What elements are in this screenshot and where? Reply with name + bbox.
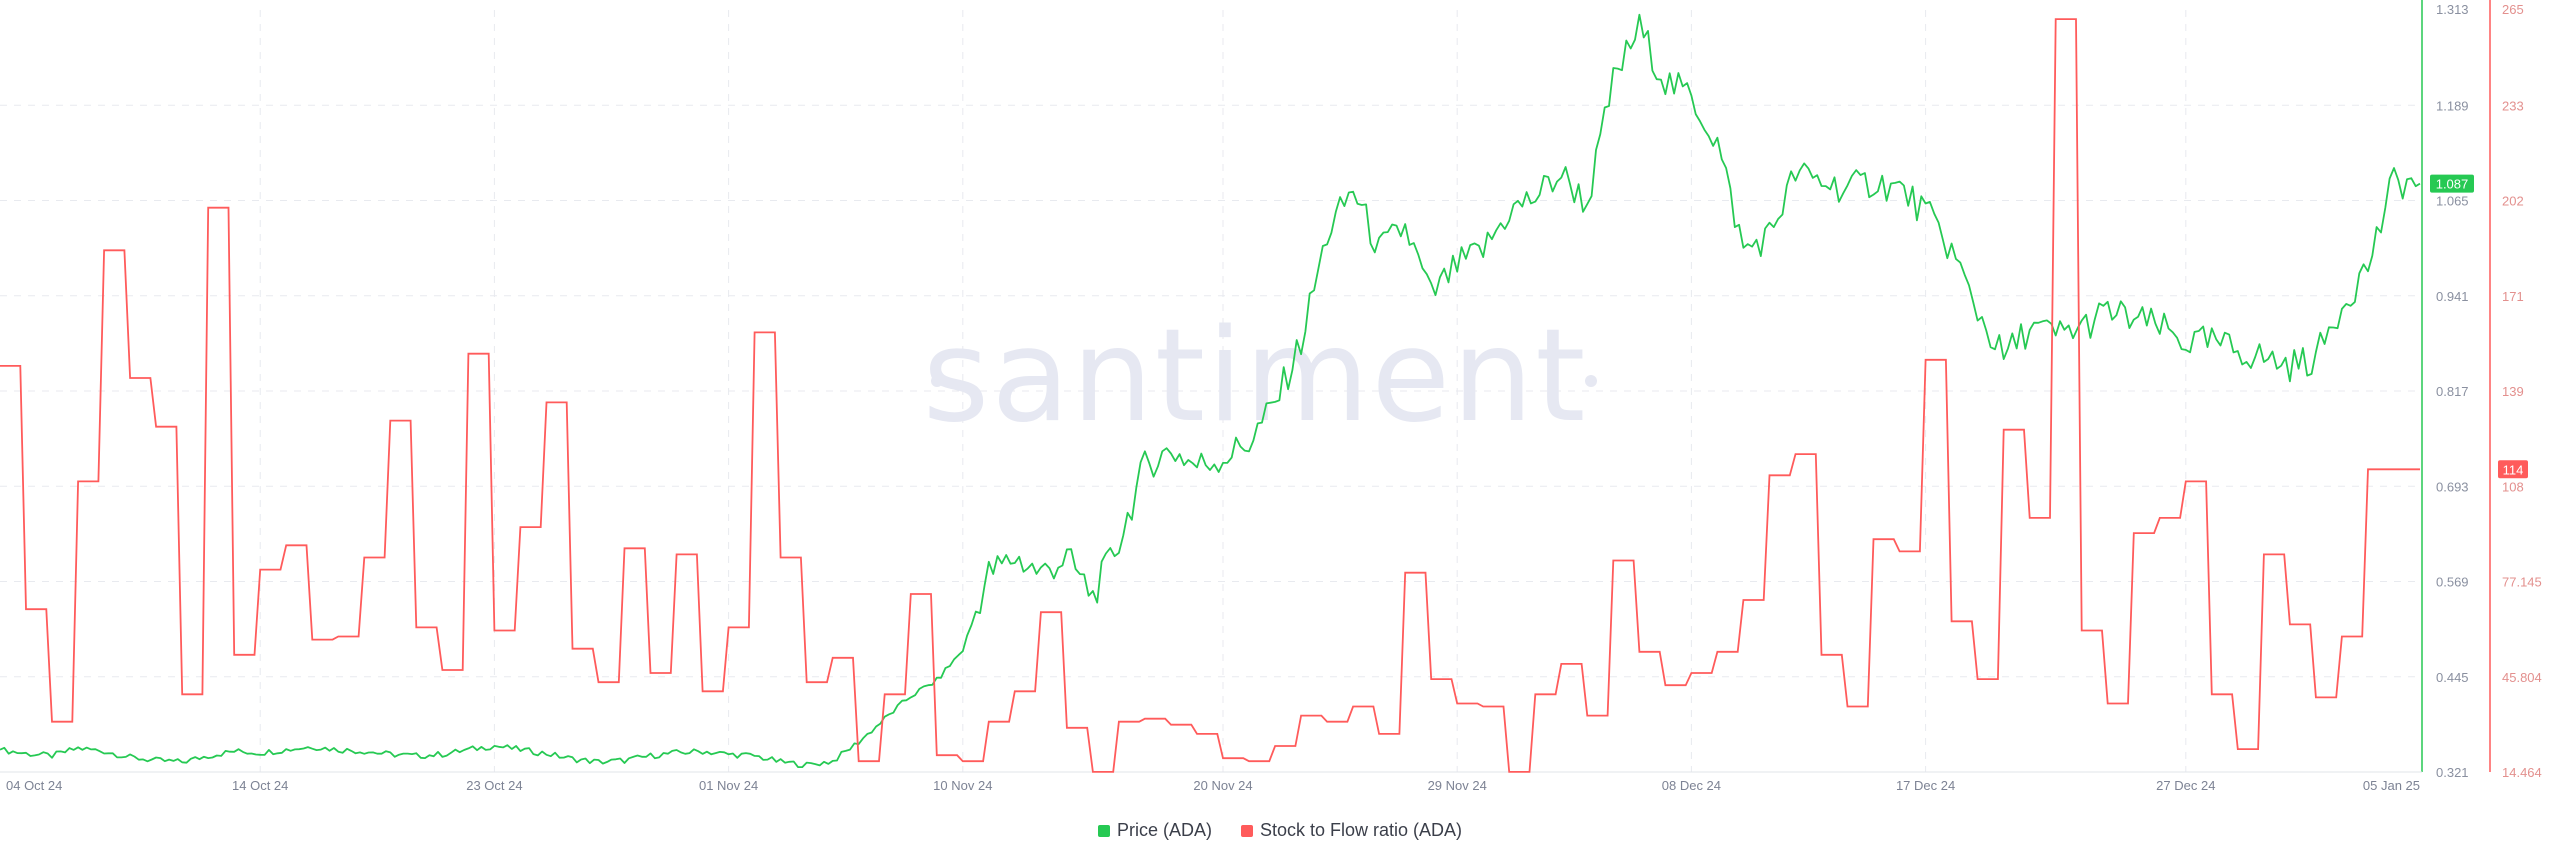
watermark: santiment: [923, 302, 1597, 451]
y-right-tick-label: 202: [2502, 194, 2524, 209]
y-left-tick-label: 1.065: [2436, 194, 2469, 209]
y-left-tick-label: 0.693: [2436, 479, 2469, 494]
y-right-tick-label: 233: [2502, 98, 2524, 113]
x-tick-label: 01 Nov 24: [699, 778, 758, 793]
stock-to-flow-current-value: 114: [2503, 462, 2524, 477]
y-right-tick-label: 265: [2502, 2, 2524, 17]
grid: [0, 10, 2420, 772]
current-value-badges: 1.087 114: [2430, 174, 2528, 479]
watermark-text: santiment: [923, 302, 1588, 451]
series-layer: [0, 13, 2421, 773]
y-left-tick-label: 0.941: [2436, 289, 2469, 304]
y-left-tick-label: 1.189: [2436, 98, 2469, 113]
legend-label-price: Price (ADA): [1116, 820, 1212, 840]
legend-swatch-price: [1097, 824, 1110, 837]
axes: [0, 0, 2491, 773]
x-tick-label: 08 Dec 24: [1662, 778, 1721, 793]
y-right-tick-label: 108: [2502, 479, 2524, 494]
x-tick-label: 20 Nov 24: [1193, 778, 1252, 793]
stock-to-flow-current-badge: [2498, 460, 2528, 479]
series-line-stock-to-flow: [0, 18, 2420, 773]
legend-swatch-stock-to-flow: [1240, 824, 1253, 837]
x-tick-label: 29 Nov 24: [1428, 778, 1487, 793]
legend-item-price[interactable]: Price (ADA): [1097, 820, 1212, 841]
x-tick-label: 27 Dec 24: [2156, 778, 2215, 793]
legend-item-stock-to-flow[interactable]: Stock to Flow ratio (ADA): [1240, 820, 1463, 841]
x-tick-label: 04 Oct 24: [6, 778, 62, 793]
x-tick-label: 10 Nov 24: [933, 778, 992, 793]
y-right-tick-label: 45.804: [2502, 670, 2542, 685]
price-current-value: 1.087: [2436, 177, 2469, 192]
y-right-tick-label: 139: [2502, 384, 2524, 399]
legend: Price (ADA) Stock to Flow ratio (ADA): [0, 820, 2560, 842]
x-tick-label: 23 Oct 24: [466, 778, 522, 793]
y-left-tick-label: 0.817: [2436, 384, 2469, 399]
y-axis-left-labels: 1.313 1.189 1.065 0.941 0.817 0.693 0.569 0.445…: [2436, 2, 2469, 780]
y-axis-right-labels: 265 233 202 171 139 108 77.145 45.804 14.464: [2502, 2, 2542, 780]
x-tick-label: 05 Jan 25: [2363, 778, 2420, 793]
legend-label-stock-to-flow: Stock to Flow ratio (ADA): [1259, 820, 1463, 840]
y-left-tick-label: 0.445: [2436, 670, 2469, 685]
series-line-price: [0, 13, 2421, 768]
y-right-tick-label: 171: [2502, 289, 2524, 304]
x-tick-label: 17 Dec 24: [1896, 778, 1955, 793]
y-left-tick-label: 1.313: [2436, 2, 2469, 17]
watermark-dot-left: [931, 375, 943, 387]
y-right-tick-label: 14.464: [2502, 765, 2542, 780]
x-tick-label: 14 Oct 24: [232, 778, 288, 793]
y-right-tick-label: 77.145: [2502, 575, 2542, 590]
watermark-dot-right: [1585, 375, 1597, 387]
y-left-tick-label: 0.321: [2436, 765, 2469, 780]
price-current-badge: [2430, 174, 2474, 193]
x-axis-labels: 04 Oct 24 14 Oct 24 23 Oct 24 01 Nov 24 10 N…: [6, 778, 2420, 793]
y-left-tick-label: 0.569: [2436, 575, 2469, 590]
